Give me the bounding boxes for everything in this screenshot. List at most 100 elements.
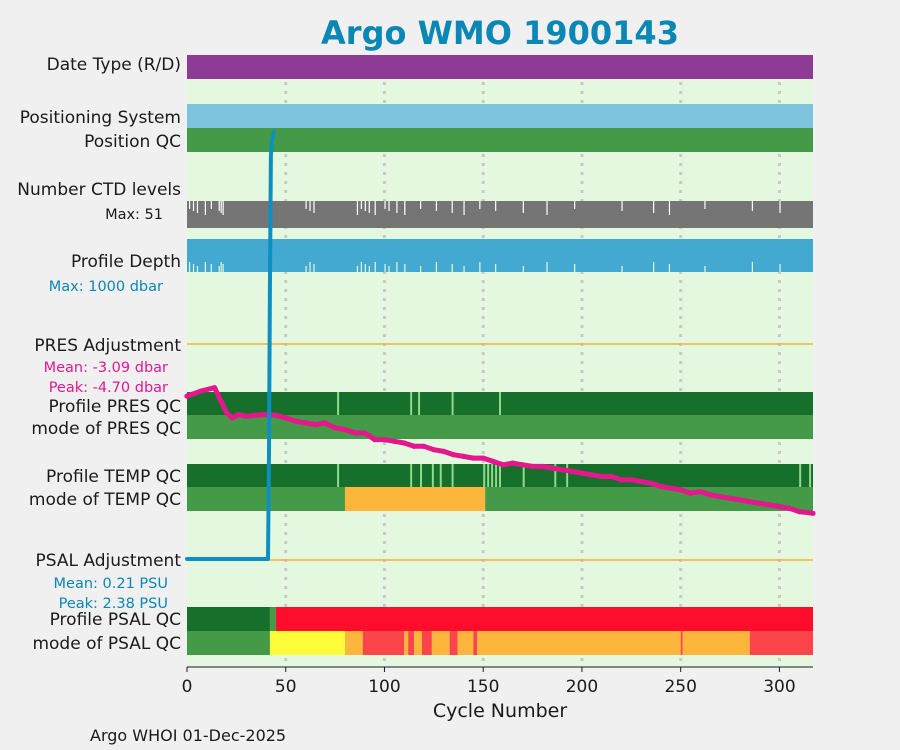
- profile-temp-qc-highlight-3: [431, 464, 434, 487]
- pres-adjustment-point-8: [253, 412, 259, 418]
- profile-pres-qc-highlight-1: [410, 392, 413, 415]
- pres-adjustment-point-20: [372, 437, 378, 443]
- depth-gap-8: [305, 266, 307, 272]
- position-qc-label: Position QC: [84, 132, 181, 152]
- profile-temp-qc-highlight-5: [451, 464, 454, 487]
- depth-gap-24: [479, 262, 481, 272]
- pres-adjustment-point-38: [549, 465, 555, 471]
- pres-adjustment-point-35: [520, 462, 526, 468]
- pres-adjustment-point-53: [697, 488, 704, 495]
- profile-temp-qc-highlight-8: [491, 464, 494, 487]
- pres-adjustment-point-40: [569, 468, 575, 475]
- x-tick-label-50: 50: [275, 677, 297, 697]
- pres-adjustment-point-48: [648, 480, 654, 486]
- pres-adjustment-point-61: [776, 504, 783, 510]
- depth-gap-33: [751, 262, 753, 272]
- x-tick-label-200: 200: [566, 677, 598, 697]
- depth-gap-27: [546, 262, 548, 272]
- profile-temp-qc-highlight-2: [420, 464, 423, 487]
- depth-gap-14: [368, 266, 370, 272]
- ctd-gap-12: [360, 201, 362, 209]
- depth-gap-17: [388, 266, 390, 272]
- ctd-gap-33: [751, 201, 753, 211]
- number-ctd-levels-segment-0: [187, 201, 813, 228]
- depth-gap-15: [374, 262, 376, 272]
- depth-gap-21: [435, 262, 438, 272]
- profile-psal-qc-segment-1: [269, 607, 276, 631]
- pres-adjustment-point-32: [490, 458, 496, 464]
- depth-gap-6: [220, 262, 222, 272]
- pres-adjustment-point-10: [273, 412, 279, 418]
- pres-adjustment-point-11: [283, 415, 289, 421]
- mode-psal-qc-segment-7: [421, 631, 432, 655]
- depth-gap-26: [522, 266, 524, 272]
- depth-gap-34: [779, 264, 781, 272]
- ctd-gap-25: [495, 201, 497, 211]
- ctd-gap-3: [204, 201, 206, 215]
- pres-adjustment-point-57: [737, 497, 743, 503]
- ctd-gap-31: [668, 201, 671, 215]
- ctd-gap-18: [396, 201, 398, 213]
- ctd-gap-24: [479, 201, 481, 209]
- mode-psal-qc-segment-11: [473, 631, 478, 655]
- mode-psal-qc-segment-4: [404, 631, 409, 655]
- pres-adjustment-point-54: [707, 492, 713, 498]
- ctd-gap-2: [196, 201, 199, 213]
- ctd-gap-10: [313, 201, 315, 213]
- pres-adjustment-point-12: [293, 418, 299, 424]
- profile-psal-qc-segment-0: [187, 607, 270, 631]
- pres-adjustment-point-26: [431, 447, 437, 453]
- profile-depth-segment-0: [187, 239, 813, 272]
- ctd-gap-22: [451, 201, 453, 213]
- number-ctd-levels-note: Max: 51: [105, 207, 163, 223]
- pres-adjustment-point-44: [608, 473, 615, 480]
- mode-psal-qc-segment-3: [362, 631, 405, 655]
- depth-gap-9: [309, 262, 311, 272]
- ctd-gap-29: [621, 201, 623, 211]
- ctd-gap-26: [522, 201, 524, 213]
- adjustment-series: [184, 130, 816, 561]
- ctd-gap-27: [546, 201, 548, 215]
- pres-adjustment-peak: Peak: -4.70 dbar: [49, 380, 168, 396]
- pres-adjustment-point-1: [198, 388, 204, 394]
- mode-pres-qc-label: mode of PRES QC: [31, 419, 181, 439]
- pres-adjustment-point-55: [717, 493, 723, 500]
- ctd-gap-14: [368, 201, 370, 213]
- x-tick-label-300: 300: [763, 677, 795, 697]
- pres-adjustment-point-52: [687, 490, 694, 496]
- pres-adjustment-point-17: [342, 426, 348, 433]
- mode-psal-qc-segment-6: [414, 631, 422, 655]
- ctd-gap-4: [210, 201, 212, 209]
- depth-gap-31: [668, 264, 671, 272]
- pres-adjustment-point-27: [441, 448, 447, 454]
- pres-adjustment-point-28: [450, 452, 457, 458]
- pres-adjustment-point-18: [352, 430, 358, 436]
- x-tick-label-100: 100: [368, 677, 400, 697]
- pres-adjustment-point-24: [411, 443, 417, 449]
- profile-temp-qc-highlight-15: [809, 464, 812, 487]
- pres-adjustment-point-2: [212, 385, 218, 391]
- depth-gap-7: [222, 264, 224, 272]
- ctd-gap-6: [220, 201, 222, 213]
- ctd-gap-9: [309, 201, 311, 211]
- mode-psal-qc-segment-8: [431, 631, 450, 655]
- pres-adjustment-point-59: [757, 500, 763, 506]
- ctd-gap-11: [356, 201, 359, 215]
- pres-adjustment-point-60: [766, 502, 773, 508]
- profile-temp-qc-highlight-11: [522, 464, 525, 487]
- pres-adjustment-point-47: [638, 478, 644, 485]
- row-labels: Date Type (R/D) Positioning System Positio…: [17, 55, 181, 654]
- ctd-gap-21: [435, 201, 438, 211]
- profile-psal-qc-segment-2: [275, 607, 813, 631]
- ctd-gap-20: [420, 201, 422, 209]
- date-type-label: Date Type (R/D): [47, 55, 181, 75]
- profile-psal-qc-label: Profile PSAL QC: [50, 610, 181, 630]
- pres-adjustment-point-50: [668, 485, 674, 491]
- depth-gap-4: [210, 264, 212, 272]
- pres-adjustment-point-34: [510, 460, 516, 466]
- depth-gap-19: [404, 264, 406, 272]
- footer-text: Argo WHOI 01-Dec-2025: [90, 726, 286, 745]
- depth-gap-2: [196, 266, 199, 272]
- mode-psal-qc-label: mode of PSAL QC: [32, 634, 181, 654]
